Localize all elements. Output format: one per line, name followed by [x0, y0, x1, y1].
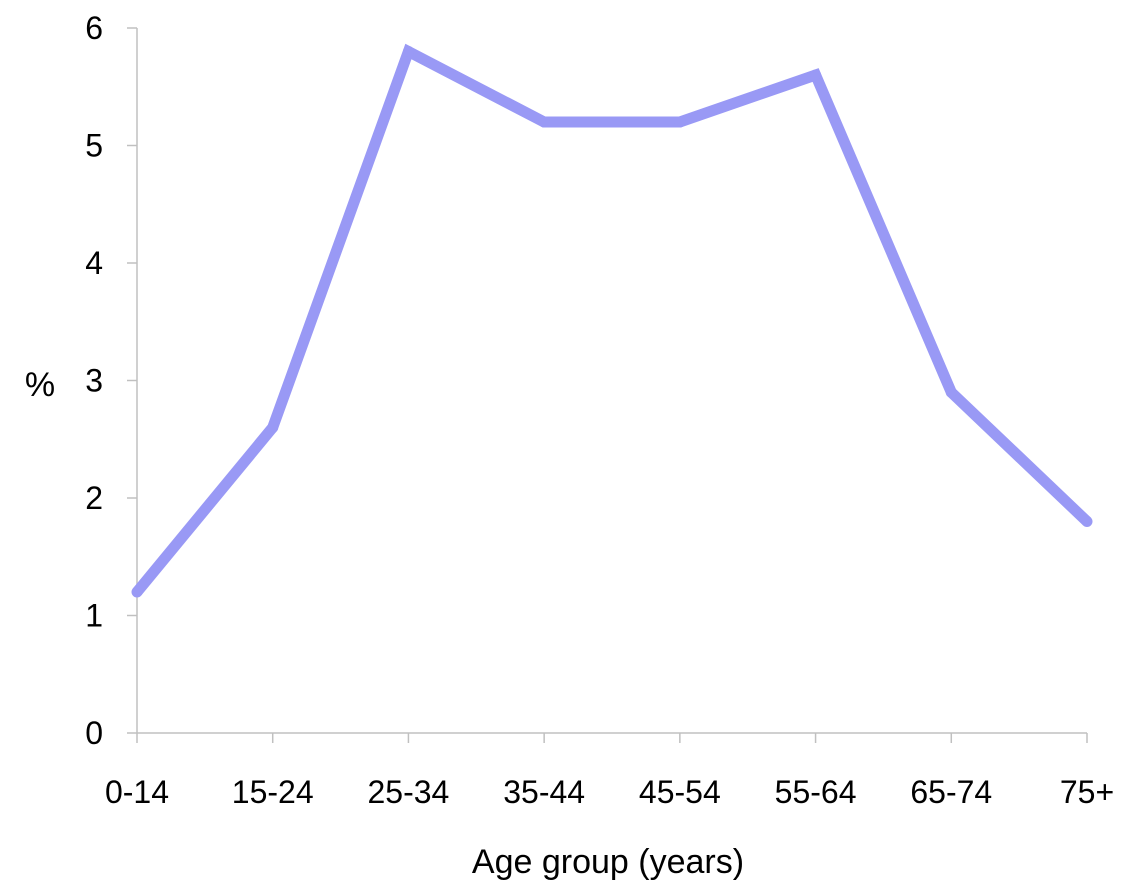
data-point — [402, 46, 414, 57]
x-axis-title: Age group (years) — [472, 843, 744, 881]
y-tick-label: 4 — [85, 245, 103, 281]
y-tick-label: 3 — [85, 363, 103, 399]
y-tick-label: 6 — [85, 10, 103, 46]
x-tick-label: 75+ — [1060, 774, 1114, 810]
data-point — [674, 116, 686, 128]
data-point — [810, 69, 822, 81]
data-point — [131, 586, 143, 598]
data-point — [945, 386, 957, 398]
y-tick-label: 5 — [85, 128, 103, 164]
x-axis-ticks: 0-14 15-24 25-34 35-44 45-54 55-64 65-74 75+ — [105, 733, 1114, 810]
series-layer — [131, 43, 1093, 598]
x-tick-label: 15-24 — [232, 774, 314, 810]
series-line — [132, 43, 1091, 596]
y-tick-label: 2 — [85, 480, 103, 516]
data-point — [267, 422, 279, 433]
x-tick-label: 25-34 — [368, 774, 450, 810]
data-point — [1081, 516, 1093, 527]
data-point — [538, 116, 550, 128]
x-tick-label: 45-54 — [639, 774, 721, 810]
y-axis-ticks: 0 1 2 3 4 5 6 — [85, 10, 137, 751]
x-tick-label: 65-74 — [910, 774, 992, 810]
x-tick-label: 0-14 — [105, 774, 169, 810]
x-tick-label: 35-44 — [503, 774, 585, 810]
y-axis-title: % — [25, 366, 55, 404]
x-tick-label: 55-64 — [775, 774, 857, 810]
y-tick-label: 1 — [85, 598, 103, 634]
y-tick-label: 0 — [85, 715, 103, 751]
